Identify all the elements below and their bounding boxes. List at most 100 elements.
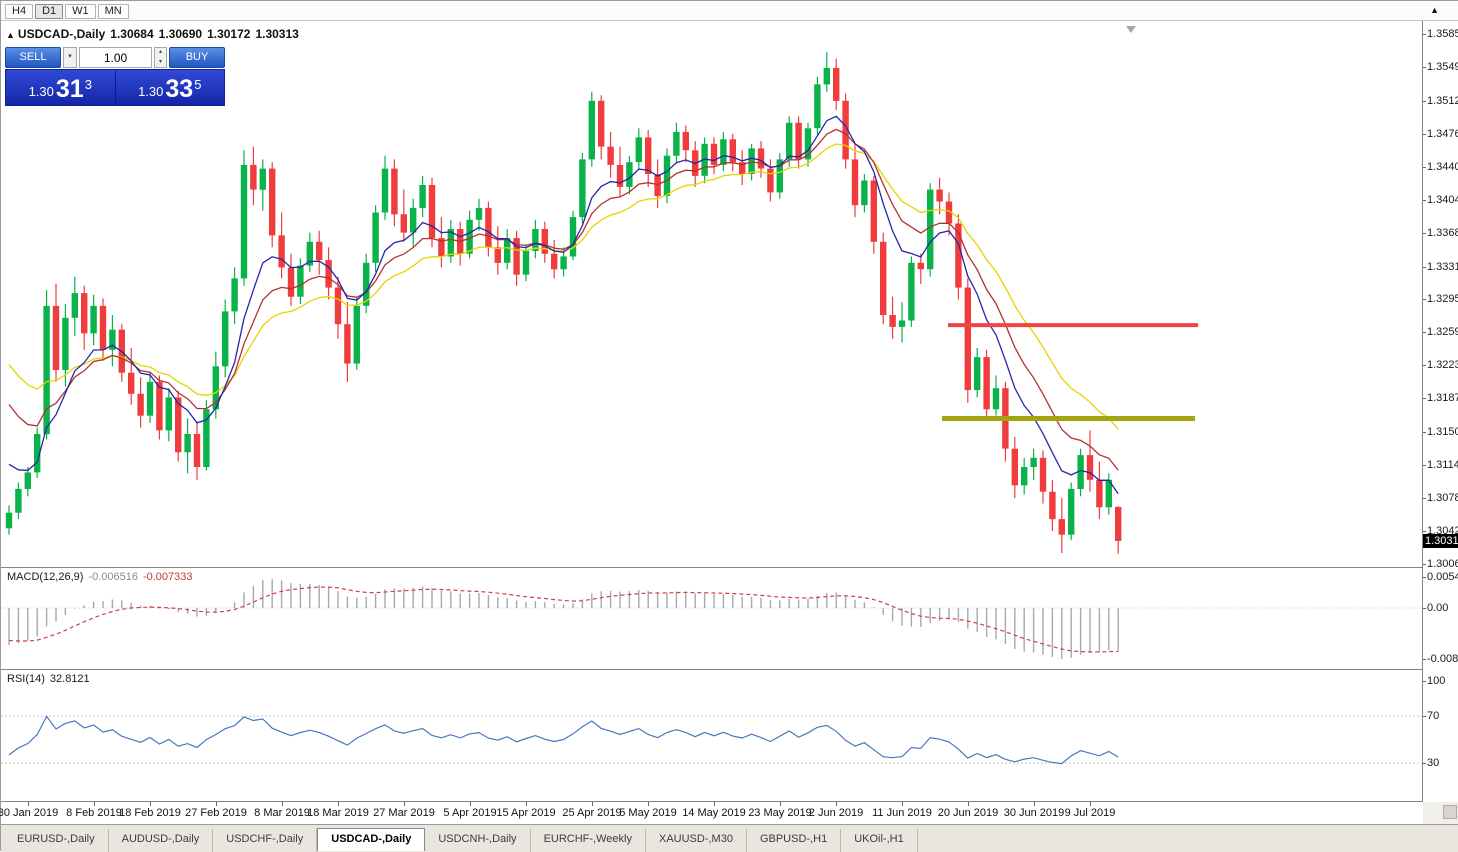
price-axis-label: 1.32950 [1427, 293, 1458, 305]
date-axis-tick [470, 802, 471, 806]
macd-name: MACD(12,26,9) [7, 571, 84, 583]
macd-axis-label: 0.00 [1427, 602, 1449, 614]
date-axis-tick [28, 802, 29, 806]
date-axis-tick [94, 802, 95, 806]
buy-button[interactable]: BUY [169, 47, 225, 68]
price-axis-tick [1423, 498, 1426, 499]
main-chart-svg[interactable] [1, 21, 1422, 567]
timeframe-button-h4[interactable]: H4 [5, 4, 34, 19]
current-price-badge: 1.30313 [1423, 534, 1458, 548]
price-axis-tick [1423, 564, 1426, 565]
macd-axis-tick [1423, 608, 1426, 609]
rsi-axis-tick [1423, 716, 1426, 717]
price-axis-tick [1423, 200, 1426, 201]
symbol-tab-usdcnh-daily[interactable]: USDCNH-,Daily [425, 829, 531, 852]
sell-price[interactable]: 1.30 31 3 [6, 70, 116, 105]
quote-high: 1.30690 [158, 27, 203, 41]
macd-signal-value: -0.007333 [142, 571, 193, 583]
chart-shift-marker [1126, 26, 1136, 33]
sell-fraction: 3 [84, 77, 92, 92]
date-axis-label: 14 May 2019 [682, 807, 746, 819]
buy-price[interactable]: 1.30 33 5 [116, 70, 225, 105]
price-axis-tick [1423, 332, 1426, 333]
price-axis-tick [1423, 267, 1426, 268]
rsi-chart-svg[interactable] [1, 670, 1422, 801]
scrollbar-corner-box [1443, 805, 1457, 819]
date-axis-label: 2 Jun 2019 [808, 807, 864, 819]
price-axis-label: 1.34040 [1427, 194, 1458, 206]
timeframe-buttons: H4 D1 W1 MN [4, 1, 130, 21]
volume-dropdown-icon[interactable]: ▾ [63, 47, 77, 68]
date-axis-tick [780, 802, 781, 806]
date-axis-label: 27 Mar 2019 [373, 807, 435, 819]
price-chart-panel[interactable]: ▲ USDCAD-,Daily 1.30684 1.30690 1.30172 1.303… [1, 21, 1422, 567]
date-axis-tick [1090, 802, 1091, 806]
panel-separator [1, 801, 1458, 802]
spin-up-icon[interactable]: ▴ [158, 49, 162, 55]
ma-mid-red [8, 128, 1119, 471]
price-axis-label: 1.35490 [1427, 61, 1458, 73]
chart-quote-line: ▲ USDCAD-,Daily 1.30684 1.30690 1.30172 1.303… [6, 27, 304, 41]
volume-input[interactable] [79, 47, 152, 68]
date-axis-tick [592, 802, 593, 806]
sell-button[interactable]: SELL [5, 47, 61, 68]
chart-tabbar: EURUSD-,Daily AUDUSD-,Daily USDCHF-,Daily U… [1, 824, 1458, 852]
symbol-tab-ukoil-h1[interactable]: UKOil-,H1 [841, 829, 918, 852]
symbol-tab-eurusd-daily[interactable]: EURUSD-,Daily [4, 829, 109, 852]
volume-stepper[interactable]: ▴ ▾ [154, 47, 167, 68]
date-axis-label: 9 Jul 2019 [1064, 807, 1116, 819]
price-axis-label: 1.33310 [1427, 261, 1458, 273]
quote-close: 1.30313 [255, 27, 299, 41]
date-axis-tick [150, 802, 151, 806]
rsi-label: RSI(14) 32.8121 [7, 673, 95, 685]
price-axis-tick [1423, 67, 1426, 68]
symbol-tab-usdchf-daily[interactable]: USDCHF-,Daily [213, 829, 318, 852]
price-axis-label: 1.31870 [1427, 392, 1458, 404]
price-axis-tick [1423, 34, 1426, 35]
price-axis-tick [1423, 432, 1426, 433]
symbol-tab-eurchf-weekly[interactable]: EURCHF-,Weekly [531, 829, 646, 852]
timeframe-toolbar: H4 D1 W1 MN ▲ [1, 1, 1458, 21]
axis-corner [1423, 802, 1458, 824]
price-axis-tick [1423, 398, 1426, 399]
date-axis-tick [338, 802, 339, 806]
ma-fast-blue [8, 115, 1119, 495]
price-axis-tick [1423, 167, 1426, 168]
symbol-tab-audusd-daily[interactable]: AUDUSD-,Daily [109, 829, 214, 852]
date-axis-tick [216, 802, 217, 806]
sell-pips: 31 [55, 75, 84, 103]
rsi-panel[interactable]: RSI(14) 32.8121 [1, 670, 1422, 801]
price-axis-tick [1423, 134, 1426, 135]
macd-chart-svg[interactable] [1, 568, 1422, 669]
scroll-up-icon[interactable]: ▲ [1430, 5, 1439, 15]
date-axis-label: 15 Apr 2019 [496, 807, 556, 819]
timeframe-button-w1[interactable]: W1 [65, 4, 96, 19]
macd-signal-line [8, 586, 1119, 653]
symbol-tab-xauusd-m30[interactable]: XAUUSD-,M30 [646, 829, 747, 852]
timeframe-button-mn[interactable]: MN [97, 4, 129, 19]
timeframe-button-d1[interactable]: D1 [35, 4, 64, 19]
date-axis-label: 18 Mar 2019 [307, 807, 369, 819]
collapse-panel-icon[interactable]: ▲ [6, 30, 15, 40]
price-axis-label: 1.32230 [1427, 359, 1458, 371]
macd-panel[interactable]: MACD(12,26,9) -0.006516 -0.007333 [1, 568, 1422, 669]
date-axis-label: 20 Jun 2019 [937, 807, 999, 819]
macd-label: MACD(12,26,9) -0.006516 -0.007333 [7, 571, 198, 583]
date-axis-label: 5 May 2019 [619, 807, 677, 819]
quote-open: 1.30684 [110, 27, 154, 41]
spin-down-icon[interactable]: ▾ [158, 58, 162, 65]
symbol-tab-usdcad-daily[interactable]: USDCAD-,Daily [317, 828, 426, 851]
price-axis-label: 1.30780 [1427, 492, 1458, 504]
panel-separator[interactable] [1, 567, 1458, 568]
panel-separator[interactable] [1, 669, 1458, 670]
macd-main-value: -0.006516 [88, 571, 138, 583]
date-axis-tick [404, 802, 405, 806]
price-axis-tick [1423, 465, 1426, 466]
rsi-axis-label: 30 [1427, 757, 1440, 769]
price-axis-label: 1.31140 [1427, 459, 1458, 471]
date-axis-label: 30 Jun 2019 [1003, 807, 1065, 819]
symbol-tab-gbpusd-h1[interactable]: GBPUSD-,H1 [747, 829, 842, 852]
date-axis-label: 8 Feb 2019 [66, 807, 122, 819]
